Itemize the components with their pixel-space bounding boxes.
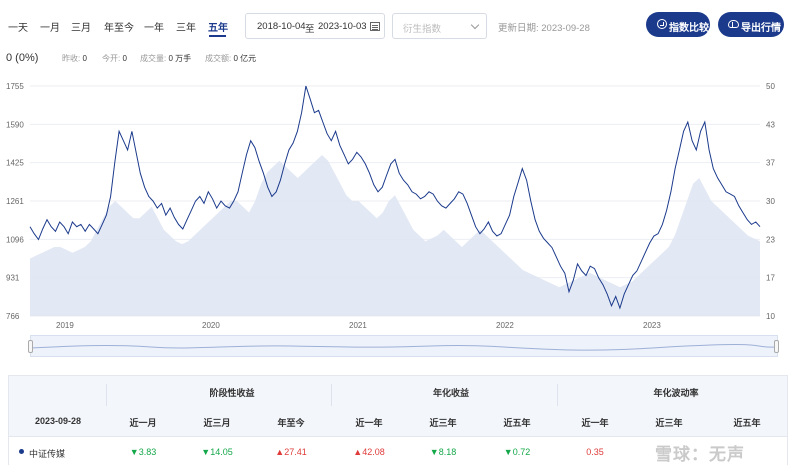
area-series <box>30 155 760 316</box>
export-quotes-label: 导出行情 <box>741 23 781 34</box>
x-axis-tick: 2019 <box>56 321 74 330</box>
update-date: 更新日期: 2023-09-28 <box>498 23 590 34</box>
compare-icon <box>657 19 667 29</box>
right-axis-tick: 37 <box>766 159 775 168</box>
row-name: 中证传媒 <box>29 449 66 459</box>
returns-table: 阶段性收益 年化收益 年化波动率 2023-09-28 近一月 近三月 年至今 … <box>8 375 788 465</box>
left-axis-tick: 1261 <box>6 197 24 206</box>
date-separator: 至 <box>305 24 315 35</box>
column-header-date: 2023-09-28 <box>34 416 82 426</box>
right-axis-tick: 10 <box>766 312 775 321</box>
tab-five-years[interactable]: 五年 <box>208 23 228 34</box>
tab-one-year[interactable]: 一年 <box>144 23 164 34</box>
chevron-down-icon <box>470 20 480 30</box>
column-header: 近一年 <box>581 418 609 428</box>
column-header: 年至今 <box>277 418 305 428</box>
calendar-icon[interactable] <box>370 22 380 31</box>
group-header-annual-volatility: 年化波动率 <box>653 388 699 398</box>
price-change: 0 (0%) <box>6 52 39 64</box>
left-axis-tick: 931 <box>6 274 20 283</box>
tab-three-months[interactable]: 三月 <box>71 23 91 34</box>
tab-three-years[interactable]: 三年 <box>176 23 196 34</box>
date-range-picker[interactable]: 2018-10-04 至 2023-10-03 <box>245 13 385 39</box>
value-cell: ▲27.41 <box>275 447 307 457</box>
column-header: 近一月 <box>129 418 157 428</box>
value-cell: ▼3.83 <box>129 447 157 457</box>
index-compare-button[interactable]: 指数比较 <box>646 12 710 37</box>
value-cell: 0.35 <box>586 447 604 457</box>
right-axis-tick: 17 <box>766 274 775 283</box>
series-dot-icon <box>19 449 24 454</box>
navigator-sparkline <box>31 344 777 351</box>
left-axis-tick: 1590 <box>6 120 24 129</box>
left-axis-tick: 1755 <box>6 82 24 91</box>
left-axis-tick: 1096 <box>6 235 24 244</box>
volume: 成交量: 0 万手 <box>140 54 192 63</box>
table-group-header-row: 阶段性收益 年化收益 年化波动率 <box>9 376 787 406</box>
derived-index-select[interactable]: 衍生指数 <box>392 13 487 39</box>
range-navigator[interactable] <box>28 335 779 357</box>
tab-ytd[interactable]: 年至今 <box>104 23 134 34</box>
watermark: 雪球：无声 <box>655 445 745 464</box>
column-header: 近五年 <box>503 418 531 428</box>
quote-stats: 0 (0%) 昨收: 0 今开: 0 成交量: 0 万手 成交额: 0 亿元 <box>0 50 800 68</box>
x-axis-tick: 2020 <box>202 321 220 330</box>
group-header-annual-returns: 年化收益 <box>432 388 469 398</box>
x-axis-tick: 2023 <box>643 321 661 330</box>
right-axis-tick: 23 <box>766 235 775 244</box>
table-column-header-row: 2023-09-28 近一月 近三月 年至今 近一年 近三年 近五年 近一年 近… <box>9 406 787 436</box>
derived-index-placeholder: 衍生指数 <box>403 24 442 35</box>
tab-one-day[interactable]: 一天 <box>8 23 28 34</box>
right-axis-tick: 30 <box>766 197 775 206</box>
tab-one-month[interactable]: 一月 <box>40 23 60 34</box>
group-header-stage-returns: 阶段性收益 <box>209 388 255 398</box>
active-tab-indicator <box>209 35 226 37</box>
prev-close: 昨收: 0 <box>62 54 87 63</box>
toolbar: 一天 一月 三月 年至今 一年 三年 五年 2018-10-04 至 2023-… <box>0 0 800 48</box>
column-header: 近三年 <box>655 418 683 428</box>
price-chart[interactable]: 1755 50 1590 43 1425 37 1261 30 1096 23 931 17 766 10… <box>0 76 800 332</box>
right-axis-tick: 43 <box>766 120 775 129</box>
column-header: 近五年 <box>733 418 761 428</box>
value-cell: ▲42.08 <box>353 447 385 457</box>
line-series <box>29 85 761 310</box>
amount: 成交额: 0 亿元 <box>205 54 257 63</box>
open-price: 今开: 0 <box>102 54 127 63</box>
index-compare-label: 指数比较 <box>669 23 709 34</box>
date-end: 2023-10-03 <box>318 21 367 32</box>
x-axis-tick: 2022 <box>496 321 514 330</box>
left-axis-tick: 766 <box>6 312 20 321</box>
column-header: 近三年 <box>429 418 457 428</box>
cloud-download-icon <box>728 20 739 28</box>
column-header: 近一年 <box>355 418 383 428</box>
export-quotes-button[interactable]: 导出行情 <box>718 12 784 37</box>
left-axis-tick: 1425 <box>6 159 24 168</box>
table-row[interactable]: 中证传媒 ▼3.83 ▼14.05 ▲27.41 ▲42.08 ▼8.18 ▼0… <box>9 436 787 465</box>
x-axis-tick: 2021 <box>349 321 367 330</box>
right-axis-tick: 50 <box>766 82 775 91</box>
navigator-right-handle[interactable] <box>774 340 779 353</box>
chart-svg: 1755 50 1590 43 1425 37 1261 30 1096 23 931 17 766 10… <box>6 82 775 330</box>
value-cell: ▼0.72 <box>503 447 531 457</box>
navigator-left-handle[interactable] <box>28 340 33 353</box>
value-cell: ▼14.05 <box>201 447 233 457</box>
date-start: 2018-10-04 <box>257 21 306 32</box>
column-header: 近三月 <box>203 418 231 428</box>
value-cell: ▼8.18 <box>429 447 457 457</box>
